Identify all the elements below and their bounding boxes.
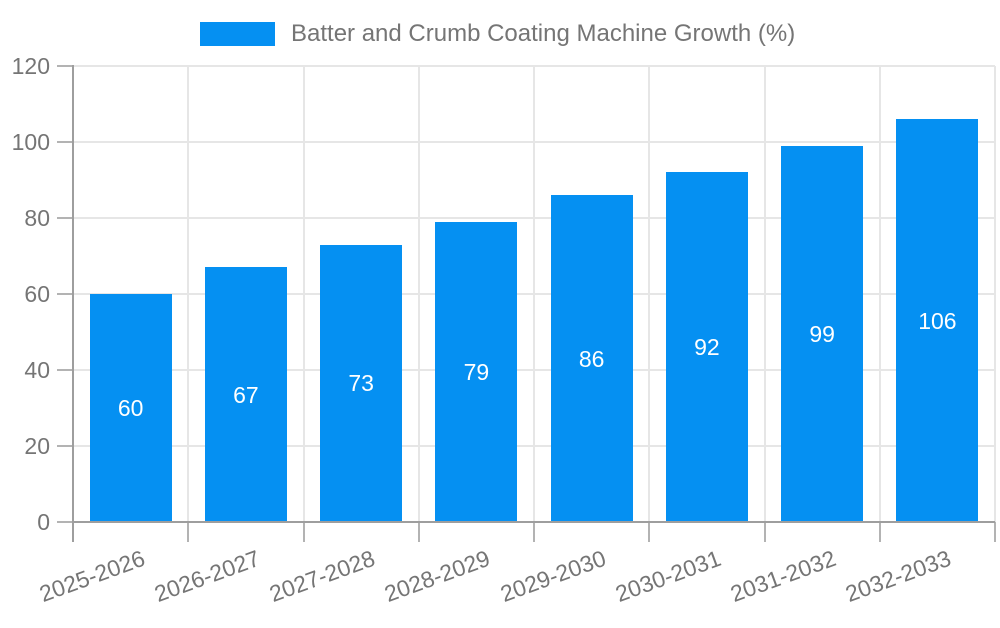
bar[interactable]	[89, 294, 172, 522]
gridline-vertical	[417, 66, 420, 522]
x-axis-tick	[187, 522, 190, 542]
gridline-vertical	[648, 66, 651, 522]
gridline-vertical	[763, 66, 766, 522]
gridline-vertical	[302, 66, 305, 522]
legend-swatch	[200, 22, 275, 46]
legend-label: Batter and Crumb Coating Machine Growth …	[291, 20, 796, 47]
x-axis-tick	[648, 522, 651, 542]
x-axis-tick	[533, 522, 535, 542]
bar[interactable]	[435, 221, 518, 522]
y-axis-tick	[57, 141, 73, 143]
x-axis-tick	[302, 522, 305, 542]
y-axis-label: 60	[24, 281, 50, 307]
y-axis-tick	[57, 521, 73, 523]
y-axis-tick	[57, 445, 73, 447]
bar-value-label: 73	[348, 370, 374, 397]
bar-value-label: 67	[233, 381, 259, 408]
y-axis-label: 40	[24, 357, 50, 383]
y-axis-label: 80	[24, 205, 50, 231]
y-axis-tick	[57, 369, 73, 371]
bar-value-label: 60	[117, 395, 144, 421]
bar[interactable]	[665, 172, 748, 522]
x-axis-tick	[994, 522, 996, 542]
y-axis-label: 20	[24, 433, 50, 459]
y-axis-tick	[57, 65, 73, 67]
bar-value-label: 79	[463, 358, 490, 385]
y-axis-line	[72, 65, 74, 542]
y-axis-label: 0	[37, 509, 50, 535]
gridline-vertical	[994, 66, 996, 522]
x-axis-tick	[878, 522, 881, 542]
bar-value-label: 92	[694, 334, 720, 361]
gridline-vertical	[878, 66, 881, 522]
gridline-vertical	[187, 66, 190, 522]
x-axis-tick	[417, 522, 420, 542]
y-axis-label: 100	[11, 129, 50, 155]
bar-value-label: 99	[809, 320, 835, 347]
bar-value-label: 86	[578, 345, 605, 372]
bar[interactable]	[550, 195, 633, 522]
bar[interactable]	[204, 267, 287, 522]
y-axis-label: 120	[11, 53, 50, 79]
y-axis-tick	[57, 217, 73, 219]
bar[interactable]	[320, 244, 403, 522]
bar[interactable]	[896, 119, 979, 522]
bar[interactable]	[781, 145, 864, 522]
legend: Batter and Crumb Coating Machine Growth …	[200, 20, 795, 48]
gridline-vertical	[533, 66, 535, 522]
y-axis-tick	[57, 293, 73, 295]
bar-chart: Batter and Crumb Coating Machine Growth …	[11, 20, 996, 607]
x-axis-line	[73, 521, 995, 523]
x-axis-tick	[763, 522, 766, 542]
bar-value-label: 106	[918, 307, 957, 334]
